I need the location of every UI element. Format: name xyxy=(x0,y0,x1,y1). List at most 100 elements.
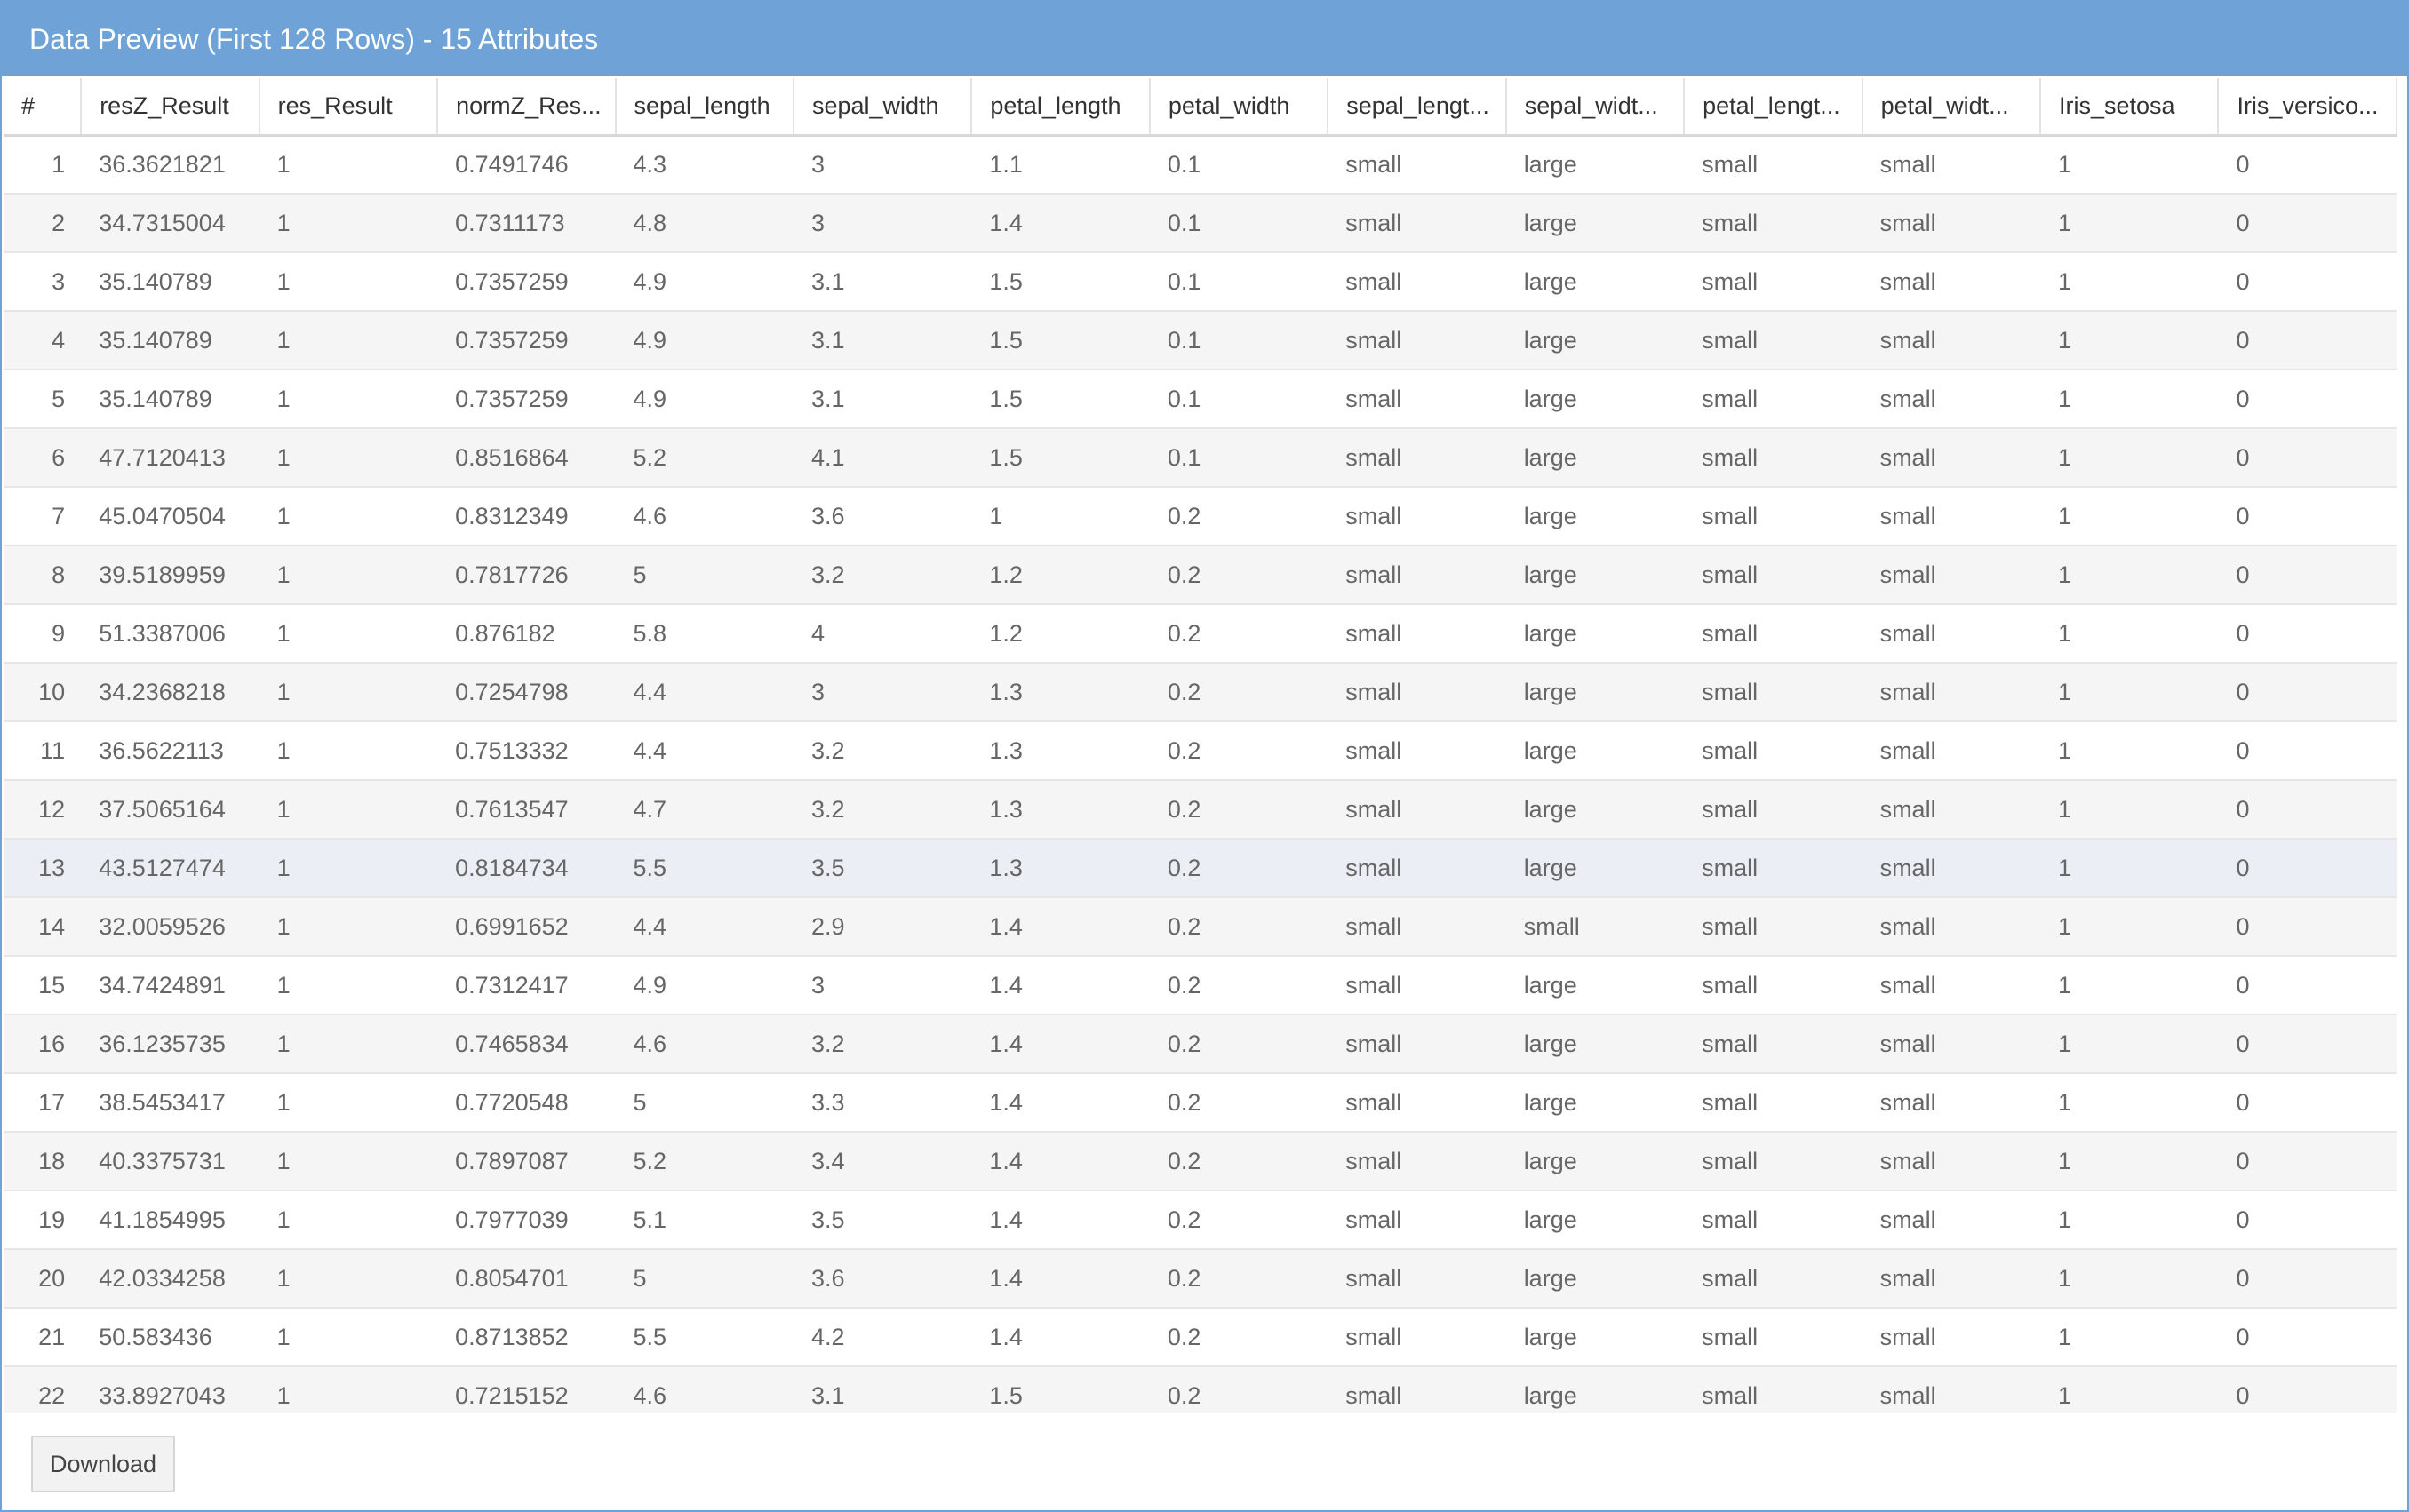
table-cell: 1 xyxy=(2040,370,2219,429)
column-header[interactable]: Iris_versico... xyxy=(2218,78,2397,137)
table-cell: 0.8713852 xyxy=(437,1308,616,1367)
table-cell: 1 xyxy=(259,721,438,781)
table-row[interactable]: 22 33.8927043 1 0.7215152 4.6 3.1 1.5 0.2 small l… xyxy=(4,1366,2397,1413)
table-cell: small xyxy=(1862,1073,2040,1133)
data-table-scroll-area[interactable]: # resZ_Result res_Result normZ_Res... sepal_… xyxy=(4,78,2397,1413)
panel-footer: Download xyxy=(2,1413,2407,1510)
table-cell: 1 xyxy=(2040,956,2219,1015)
column-header[interactable]: sepal_widt... xyxy=(1505,78,1686,137)
table-cell: 0.7491746 xyxy=(437,135,616,195)
table-cell: 0.7357259 xyxy=(437,370,616,429)
table-cell: 0 xyxy=(2218,839,2397,898)
download-button[interactable]: Download xyxy=(31,1436,175,1492)
table-cell: small xyxy=(1862,194,2040,253)
table-row[interactable]: 20 42.0334258 1 0.8054701 5 3.6 1.4 0.2 small lar… xyxy=(4,1249,2397,1309)
table-row[interactable]: 2 34.7315004 1 0.7311173 4.8 3 1.4 0.1 small larg… xyxy=(4,194,2397,253)
column-header[interactable]: sepal_lengt... xyxy=(1328,78,1507,137)
table-row[interactable]: 21 50.583436 1 0.8713852 5.5 4.2 1.4 0.2 small la… xyxy=(4,1308,2397,1367)
column-header[interactable]: petal_widt... xyxy=(1862,78,2042,137)
table-cell: 36.3621821 xyxy=(81,135,259,195)
table-cell: 2.9 xyxy=(793,897,972,957)
table-row[interactable]: 10 34.2368218 1 0.7254798 4.4 3 1.3 0.2 small lar… xyxy=(4,663,2397,722)
table-cell: 4 xyxy=(793,604,972,664)
column-header[interactable]: resZ_Result xyxy=(81,78,260,137)
table-cell: 3 xyxy=(793,194,972,253)
table-row[interactable]: 19 41.1854995 1 0.7977039 5.1 3.5 1.4 0.2 small l… xyxy=(4,1190,2397,1250)
column-header[interactable]: normZ_Res... xyxy=(437,78,617,137)
table-cell: 0.2 xyxy=(1149,1132,1328,1191)
row-index-cell: 22 xyxy=(4,1366,82,1413)
table-cell: small xyxy=(1328,897,1506,957)
table-row[interactable]: 5 35.140789 1 0.7357259 4.9 3.1 1.5 0.1 small lar… xyxy=(4,370,2397,429)
table-cell: 5.2 xyxy=(615,1132,794,1191)
column-header-index[interactable]: # xyxy=(4,78,83,137)
column-header[interactable]: petal_length xyxy=(971,78,1151,137)
table-row[interactable]: 8 39.5189959 1 0.7817726 5 3.2 1.2 0.2 small larg… xyxy=(4,545,2397,605)
table-cell: 1 xyxy=(2040,1308,2219,1367)
table-cell: 1 xyxy=(259,252,438,312)
table-cell: small xyxy=(1684,311,1863,370)
table-row[interactable]: 15 34.7424891 1 0.7312417 4.9 3 1.4 0.2 small lar… xyxy=(4,956,2397,1015)
table-cell: 0.1 xyxy=(1149,428,1328,488)
table-cell: large xyxy=(1505,370,1685,429)
table-cell: 1.2 xyxy=(971,604,1150,664)
table-cell: 0 xyxy=(2218,1308,2397,1367)
table-row[interactable]: 9 51.3387006 1 0.876182 5.8 4 1.2 0.2 small large… xyxy=(4,604,2397,664)
table-row[interactable]: 11 36.5622113 1 0.7513332 4.4 3.2 1.3 0.2 small l… xyxy=(4,721,2397,781)
table-cell: small xyxy=(1862,780,2040,840)
table-row[interactable]: 18 40.3375731 1 0.7897087 5.2 3.4 1.4 0.2 small l… xyxy=(4,1132,2397,1191)
table-row[interactable]: 4 35.140789 1 0.7357259 4.9 3.1 1.5 0.1 small lar… xyxy=(4,311,2397,370)
table-cell: small xyxy=(1862,604,2040,664)
table-cell: 5.5 xyxy=(615,839,794,898)
table-cell: 5 xyxy=(615,1249,794,1309)
table-cell: 0.7254798 xyxy=(437,663,616,722)
table-row[interactable]: 14 32.0059526 1 0.6991652 4.4 2.9 1.4 0.2 small s… xyxy=(4,897,2397,957)
table-row[interactable]: 16 36.1235735 1 0.7465834 4.6 3.2 1.4 0.2 small l… xyxy=(4,1015,2397,1074)
table-cell: 42.0334258 xyxy=(81,1249,259,1309)
table-cell: 4.4 xyxy=(615,897,794,957)
row-index-cell: 6 xyxy=(4,428,82,488)
table-cell: 3.1 xyxy=(793,311,972,370)
table-cell: 4.6 xyxy=(615,1366,794,1413)
table-cell: small xyxy=(1328,252,1506,312)
table-row[interactable]: 12 37.5065164 1 0.7613547 4.7 3.2 1.3 0.2 small l… xyxy=(4,780,2397,840)
column-header[interactable]: petal_width xyxy=(1149,78,1329,137)
column-header[interactable]: sepal_width xyxy=(793,78,973,137)
table-cell: 0.1 xyxy=(1149,135,1328,195)
table-cell: 0.7357259 xyxy=(437,252,616,312)
table-cell: 0.6991652 xyxy=(437,897,616,957)
table-cell: 1.5 xyxy=(971,370,1150,429)
table-cell: large xyxy=(1505,252,1685,312)
column-header[interactable]: sepal_length xyxy=(615,78,794,137)
table-cell: 1 xyxy=(2040,135,2219,195)
table-row[interactable]: 1 36.3621821 1 0.7491746 4.3 3 1.1 0.1 small larg… xyxy=(4,135,2397,195)
table-cell: large xyxy=(1505,1015,1685,1074)
table-cell: small xyxy=(1862,956,2040,1015)
column-header[interactable]: res_Result xyxy=(259,78,439,137)
table-cell: large xyxy=(1505,1308,1685,1367)
table-cell: 1.3 xyxy=(971,663,1150,722)
column-header[interactable]: Iris_setosa xyxy=(2040,78,2220,137)
table-cell: 1 xyxy=(259,1190,438,1250)
table-cell: 1 xyxy=(259,194,438,253)
table-cell: 1 xyxy=(2040,604,2219,664)
table-cell: 3.6 xyxy=(793,487,972,546)
table-row[interactable]: 13 43.5127474 1 0.8184734 5.5 3.5 1.3 0.2 small l… xyxy=(4,839,2397,898)
table-cell: 1.3 xyxy=(971,839,1150,898)
table-row[interactable]: 7 45.0470504 1 0.8312349 4.6 3.6 1 0.2 small larg… xyxy=(4,487,2397,546)
table-row[interactable]: 3 35.140789 1 0.7357259 4.9 3.1 1.5 0.1 small lar… xyxy=(4,252,2397,312)
table-cell: 1 xyxy=(259,1132,438,1191)
table-cell: 1.2 xyxy=(971,545,1150,605)
table-cell: 0.7720548 xyxy=(437,1073,616,1133)
table-cell: small xyxy=(1862,252,2040,312)
table-cell: 1 xyxy=(259,487,438,546)
table-row[interactable]: 6 47.7120413 1 0.8516864 5.2 4.1 1.5 0.1 small la… xyxy=(4,428,2397,488)
table-cell: 0 xyxy=(2218,194,2397,253)
table-cell: 37.5065164 xyxy=(81,780,259,840)
table-row[interactable]: 17 38.5453417 1 0.7720548 5 3.3 1.4 0.2 small lar… xyxy=(4,1073,2397,1133)
column-header[interactable]: petal_lengt... xyxy=(1684,78,1863,137)
table-cell: 0.2 xyxy=(1149,780,1328,840)
table-cell: 40.3375731 xyxy=(81,1132,259,1191)
table-cell: 0 xyxy=(2218,135,2397,195)
table-cell: small xyxy=(1328,1249,1506,1309)
